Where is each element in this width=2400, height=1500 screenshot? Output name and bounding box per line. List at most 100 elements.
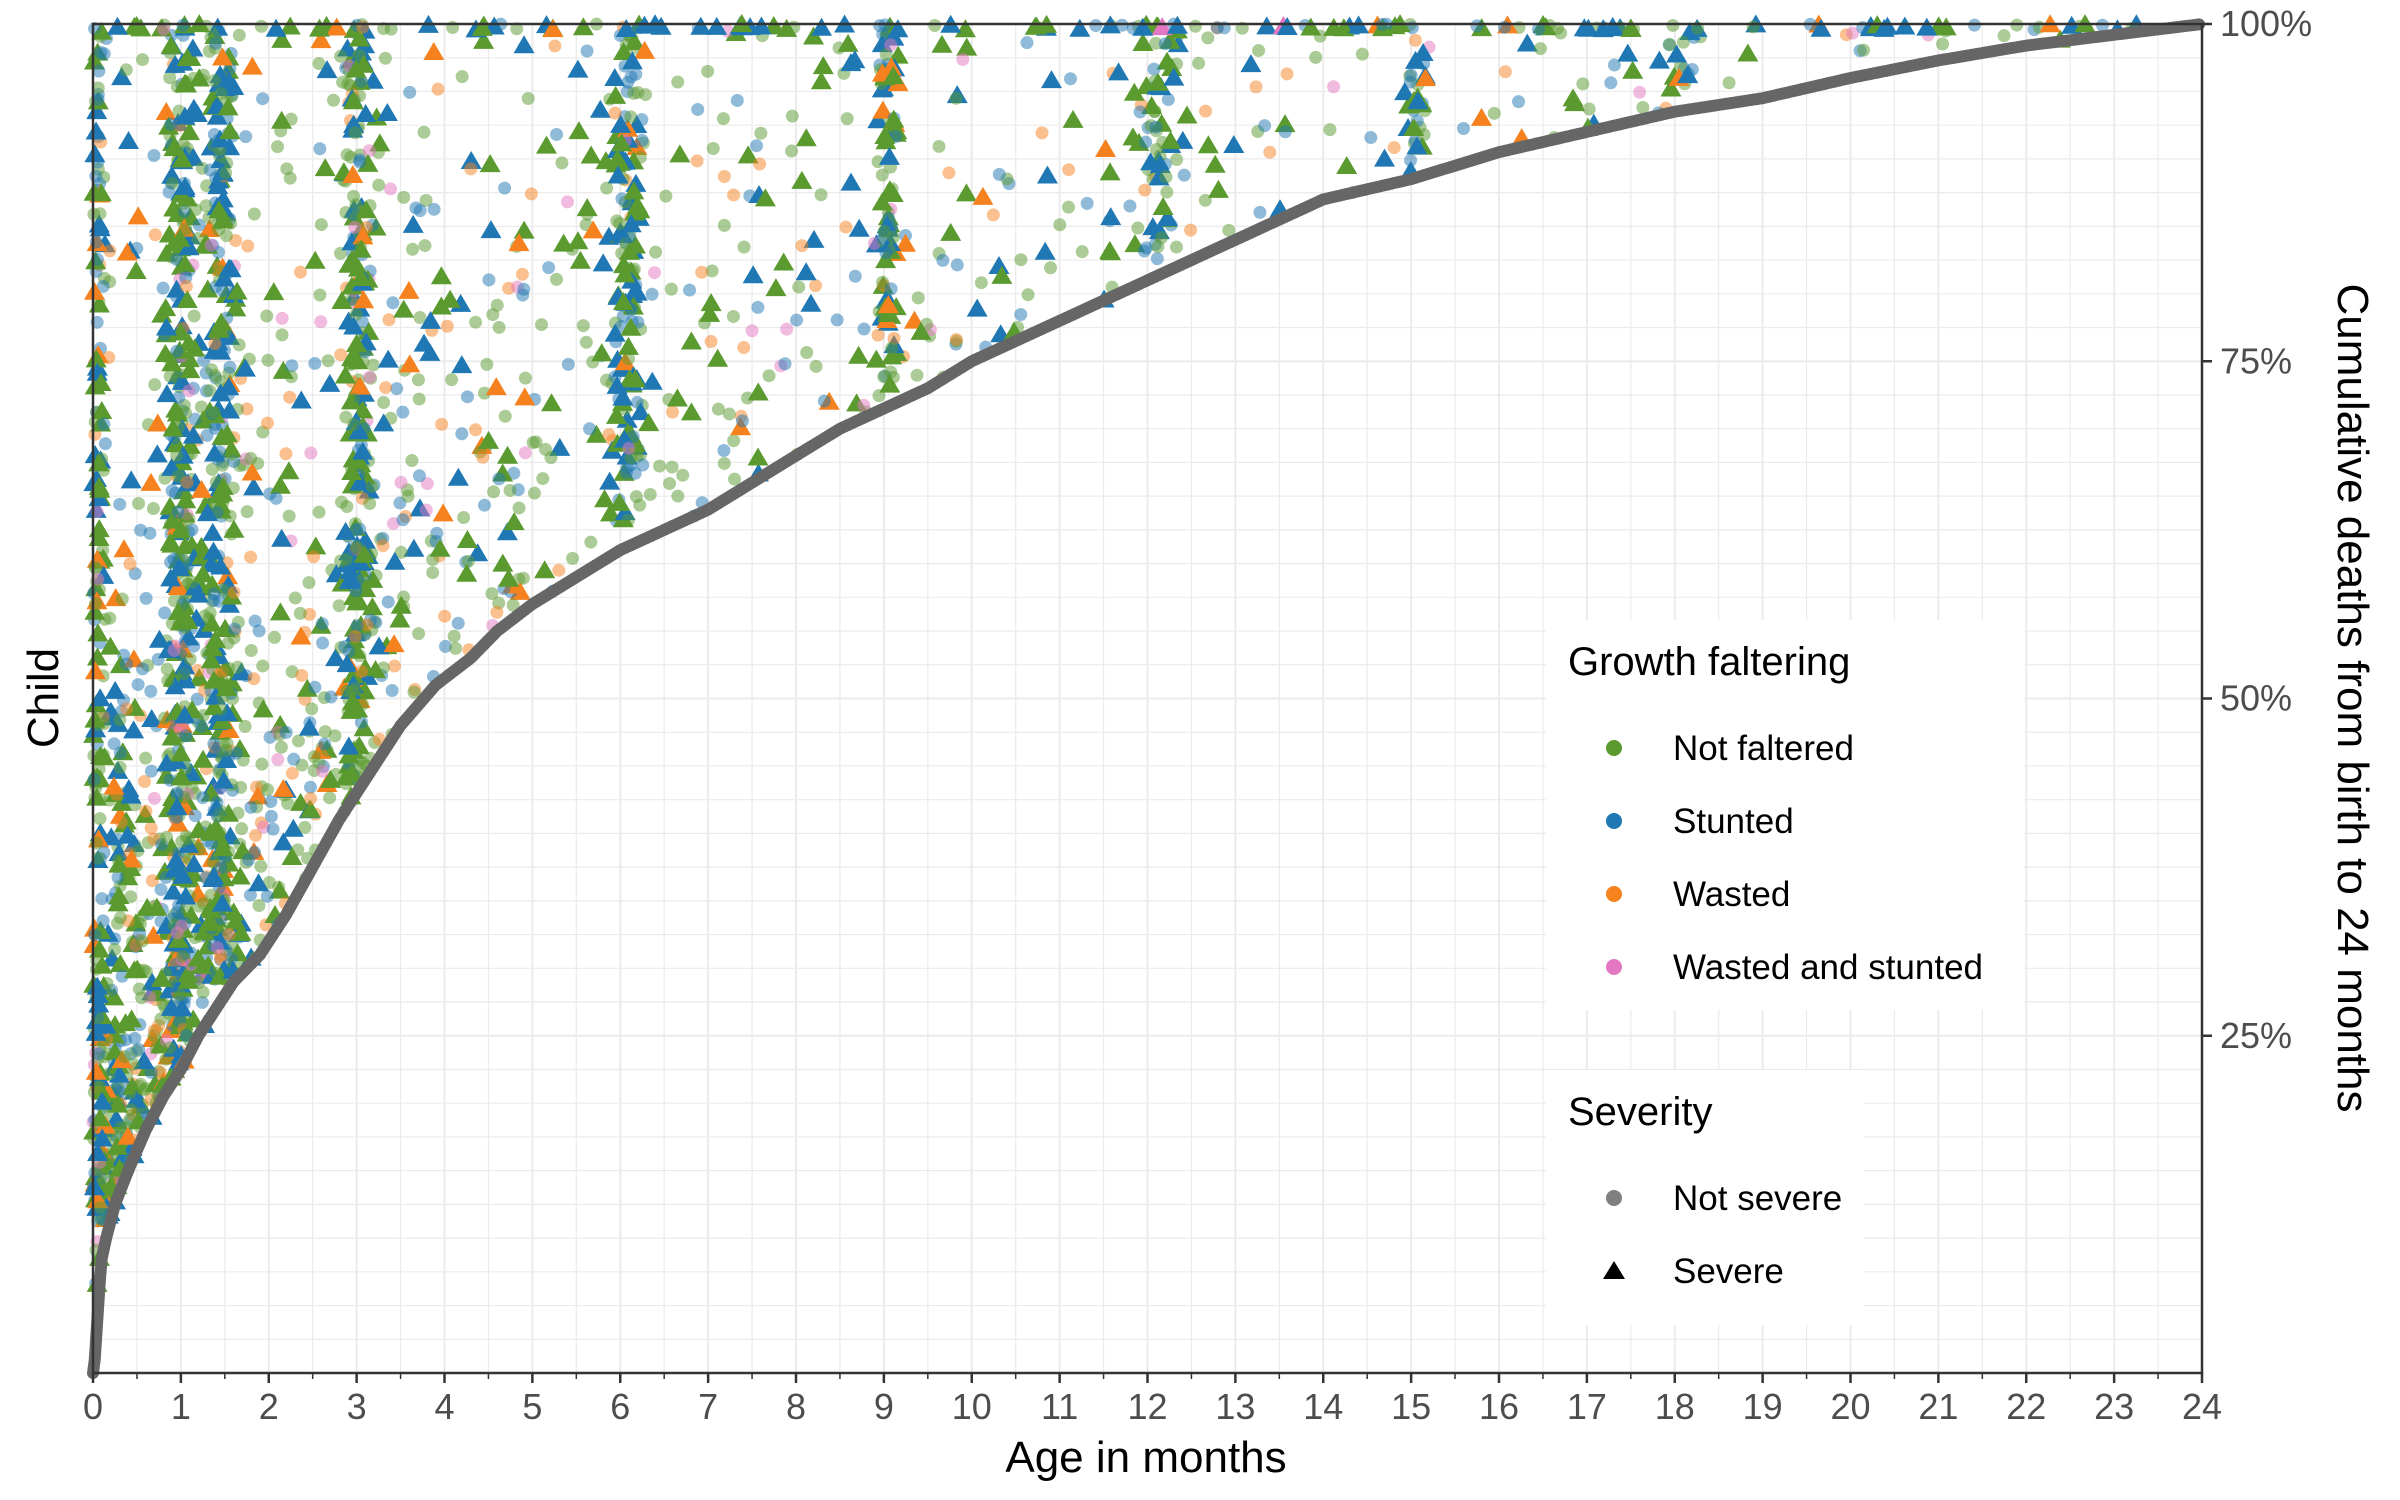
point-severe-stunted [373,413,395,432]
point-not-severe-not-faltered [293,798,307,812]
point-not-severe-wasted-and-stunted [157,22,171,36]
point-not-severe-not-faltered [214,87,228,101]
point-not-severe-stunted [778,357,792,371]
point-not-severe-stunted [615,192,629,206]
point-not-severe-stunted [354,715,368,729]
point-not-severe-not-faltered [1666,18,1680,32]
point-not-severe-not-faltered [584,535,598,549]
point-severe-not-faltered [99,636,121,655]
point-not-severe-wasted [737,340,751,354]
point-severe-stunted [811,17,833,36]
point-not-severe-not-faltered [1151,240,1165,254]
point-not-severe-not-faltered [314,218,328,232]
point-severe-not-faltered [887,45,909,64]
point-not-severe-wasted [695,265,709,279]
point-severe-not-faltered [354,681,376,700]
y2-tick-label-75: 75% [2220,340,2292,381]
point-severe-not-faltered [192,749,214,768]
point-severe-not-faltered [883,109,905,128]
point-not-severe-stunted [1123,199,1137,213]
point-not-severe-wasted [1408,33,1422,47]
point-severe-not-faltered [161,353,183,372]
point-severe-not-faltered [361,597,383,616]
point-severe-stunted [419,342,441,361]
point-not-severe-stunted [243,888,257,902]
point-not-severe-not-faltered [173,988,187,1002]
point-severe-not-faltered [471,17,493,36]
point-severe-stunted [376,102,398,121]
point-severe-stunted [111,67,133,86]
point-not-severe-wasted-and-stunted [420,477,434,491]
point-not-severe-stunted [264,809,278,823]
point-not-severe-not-faltered [93,29,107,43]
point-not-severe-stunted [730,93,744,107]
y2-tick-label-100: 100% [2220,3,2312,44]
point-severe-stunted [641,371,663,390]
point-not-severe-not-faltered [477,386,491,400]
point-not-severe-not-faltered [457,511,471,525]
point-not-severe-not-faltered [298,820,312,834]
point-severe-not-faltered [342,664,364,683]
point-severe-not-faltered [611,133,633,152]
point-severe-stunted [290,390,312,409]
point-not-severe-not-faltered [1062,200,1076,214]
point-not-severe-not-faltered [365,479,379,493]
point-not-severe-not-faltered [974,276,988,290]
point-not-severe-not-faltered [1021,288,1035,302]
point-severe-stunted [742,265,764,284]
point-not-severe-stunted [427,202,441,216]
point-severe-stunted [403,538,425,557]
point-severe-not-faltered [314,158,336,177]
point-severe-not-faltered [346,334,368,353]
point-severe-not-faltered [955,183,977,202]
point-severe-not-faltered [188,68,210,87]
point-severe-not-faltered [456,563,478,582]
point-not-severe-wasted-and-stunted [419,503,433,517]
point-not-severe-stunted [279,725,293,739]
point-severe-not-faltered [865,349,887,368]
point-not-severe-wasted-and-stunted [518,446,532,460]
point-not-severe-not-faltered [328,729,342,743]
death-curve [87,18,2206,1379]
point-not-severe-stunted [195,995,209,1009]
point-severe-not-faltered [497,445,519,464]
point-not-severe-wasted-and-stunted [362,144,376,158]
point-not-severe-stunted [212,445,226,459]
point-severe-stunted [878,146,900,165]
point-severe-not-faltered [605,405,627,424]
point-not-severe-stunted [256,92,270,106]
point-severe-not-faltered [991,265,1013,284]
point-not-severe-stunted [132,1042,146,1056]
point-not-severe-wasted [717,170,731,184]
point-not-severe-not-faltered [170,80,184,94]
point-not-severe-not-faltered [1722,76,1736,90]
point-not-severe-wasted [795,239,809,253]
point-not-severe-stunted [735,414,749,428]
point-severe-wasted [120,849,142,868]
point-severe-wasted [485,377,507,396]
point-not-severe-not-faltered [1169,240,1183,254]
point-not-severe-stunted [1020,36,1034,50]
point-not-severe-wasted-and-stunted [182,384,196,398]
legend-key-not-faltered [1606,740,1622,756]
point-severe-not-faltered [626,195,648,214]
point-not-severe-wasted [139,804,153,818]
point-not-severe-not-faltered [256,659,270,673]
point-severe-not-faltered [334,365,356,384]
point-not-severe-not-faltered [332,599,346,613]
point-not-severe-not-faltered [717,456,731,470]
point-not-severe-not-faltered [343,78,357,92]
point-not-severe-not-faltered [378,51,392,65]
point-not-severe-not-faltered [363,497,377,511]
point-not-severe-not-faltered [334,49,348,63]
point-severe-wasted [116,242,138,261]
point-not-severe-not-faltered [1417,128,1431,142]
point-not-severe-not-faltered [312,57,326,71]
point-severe-not-faltered [430,266,452,285]
point-severe-not-faltered [89,1108,111,1127]
point-severe-stunted [377,349,399,368]
point-not-severe-not-faltered [321,354,335,368]
point-not-severe-not-faltered [197,897,211,911]
point-not-severe-stunted [882,211,896,225]
point-not-severe-not-faltered [93,1201,107,1215]
